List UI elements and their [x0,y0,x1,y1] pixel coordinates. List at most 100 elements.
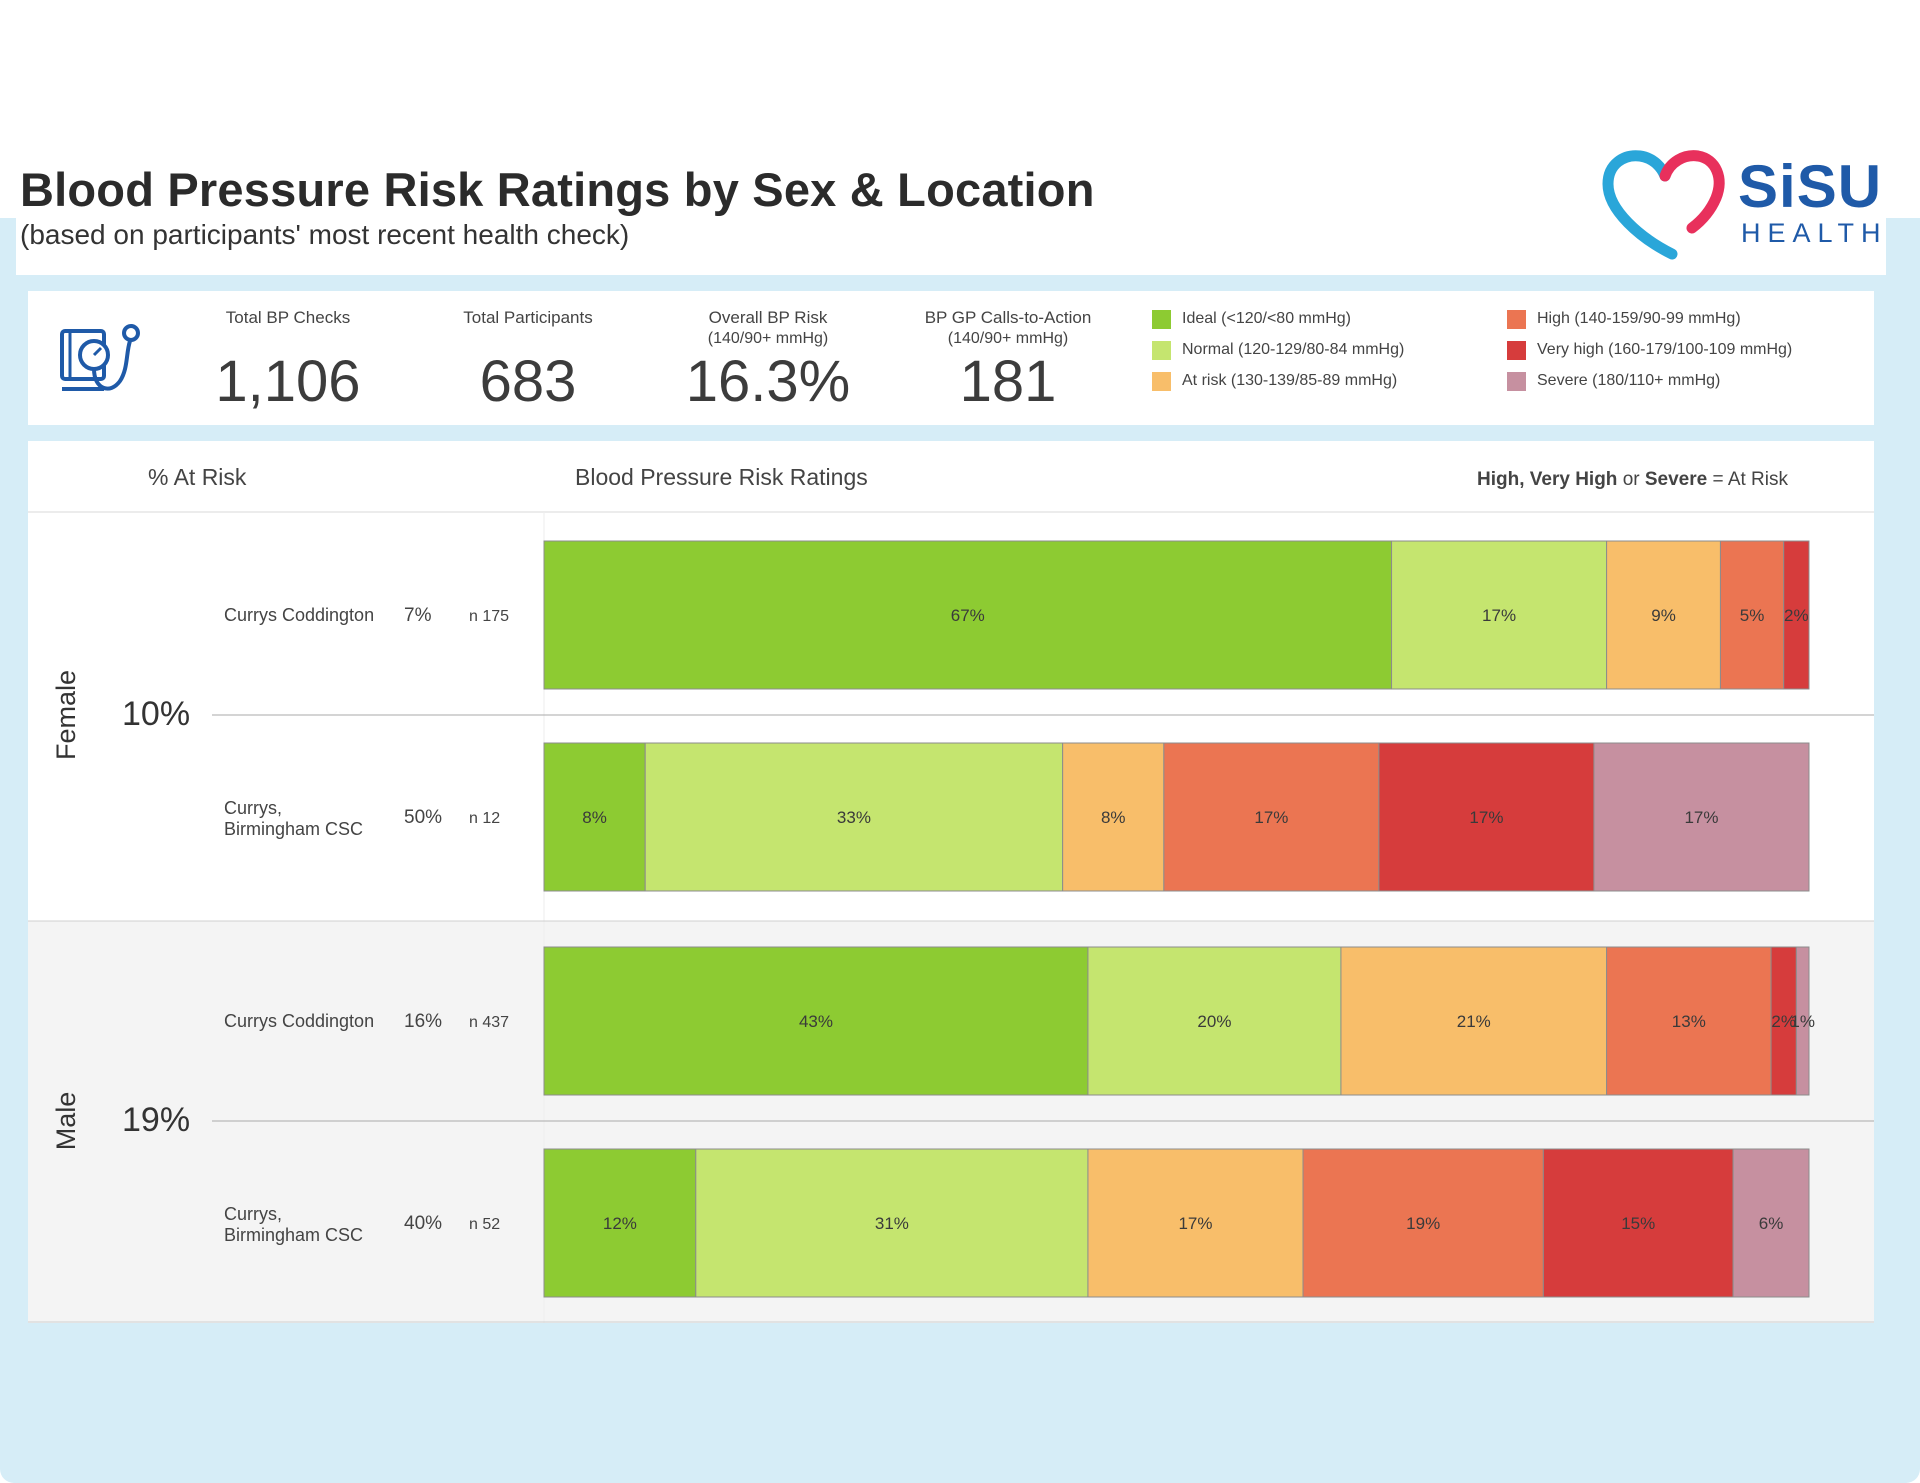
legend-swatch [1507,309,1526,329]
bar-segment-very-high [1783,540,1810,690]
legend-label: Severe (180/110+ mmHg) [1537,372,1721,389]
row-risk-value: 7% [404,605,432,626]
row-n-count: n 12 [469,810,500,827]
legend-item-high: High (140-159/90-99 mmHg) [1507,307,1741,331]
bar-segment-at-risk [1606,540,1721,690]
kpi-label: Overall BP Risk (140/90+ mmHg) [658,307,878,349]
row-risk-value: 16% [404,1011,442,1032]
row-n-count: n 52 [469,1216,500,1233]
chart-card: % At Risk Blood Pressure Risk Ratings Hi… [28,441,1874,1323]
bar-segment-very-high [1378,742,1595,892]
bar-data-label: 17% [1684,808,1718,827]
legend-label: Normal (120-129/80-84 mmHg) [1182,341,1405,358]
bar-segment-normal [644,742,1064,892]
legend-item-very-high: Very high (160-179/100-109 mmHg) [1507,338,1792,362]
legend-label: Ideal (<120/<80 mmHg) [1182,310,1351,327]
note-very-high: Very High [1530,469,1618,490]
bar-segment-normal [1391,540,1608,690]
kpi-value: 683 [479,349,577,414]
row-n-count: n 175 [469,608,509,625]
sex-label: Male [51,1092,81,1151]
kpi-label-text: Total Participants [463,308,593,327]
sex-risk-value: 19% [122,1101,190,1139]
stacked-bar-chart: % At Risk Blood Pressure Risk Ratings Hi… [28,464,1874,1323]
legend-item-severe: Severe (180/110+ mmHg) [1507,369,1720,393]
row-n-count: n 437 [469,1014,509,1031]
sisu-health-logo: SiSU HEALTH [1600,148,1890,260]
logo-sub-text: HEALTH [1741,218,1888,248]
bar-segment-high [1606,946,1772,1096]
bar-data-label: 31% [875,1214,909,1233]
location-label: Birmingham CSC [224,819,363,839]
legend-swatch [1152,371,1171,391]
bar-data-label: 2% [1784,606,1809,625]
bar-data-label: 8% [1101,808,1126,827]
at-risk-note: High, Very High or Severe = At Risk [1477,469,1789,490]
bar-data-label: 17% [1469,808,1503,827]
risk-column-header: % At Risk [148,464,247,490]
bar-segment-at-risk [1087,1148,1304,1298]
bar-data-label: 43% [799,1012,833,1031]
bar-data-label: 17% [1482,606,1516,625]
note-high: High, [1477,469,1530,490]
bar-segment-ideal [543,1148,697,1298]
sex-label: Female [51,670,81,760]
bar-segment-severe [1732,1148,1810,1298]
heart-logo-icon [1602,150,1725,260]
bar-data-label: 5% [1740,606,1765,625]
bar-segment-normal [1087,946,1342,1096]
kpi-label-text: Total BP Checks [225,308,351,327]
legend-label: Very high (160-179/100-109 mmHg) [1537,341,1793,358]
header-card [16,140,1886,275]
row-risk-value: 40% [404,1213,442,1234]
sex-risk-value: 10% [122,695,190,733]
legend-swatch [1507,340,1526,360]
row-risk-value: 50% [404,807,442,828]
bar-segment-very-high [1770,946,1797,1096]
logo-brand-text: SiSU [1738,153,1883,220]
bar-data-label: 1% [1790,1012,1815,1031]
bar-segment-ideal [543,946,1089,1096]
kpi-value: 181 [959,349,1057,414]
bar-segment-ideal [543,742,646,892]
legend-swatch [1152,340,1171,360]
kpi-overall-bp-risk: Overall BP Risk (140/90+ mmHg) 16.3% [658,307,878,411]
bar-segment-ideal [543,540,1393,690]
bar-segment-severe [1593,742,1810,892]
kpi-sublabel: (140/90+ mmHg) [947,330,1069,347]
legend-label: At risk (130-139/85-89 mmHg) [1182,372,1398,389]
bar-segment-at-risk [1340,946,1608,1096]
ratings-column-header: Blood Pressure Risk Ratings [575,464,868,490]
bar-data-label: 2% [1771,1012,1796,1031]
kpi-gp-calls-to-action: BP GP Calls-to-Action (140/90+ mmHg) 181 [898,307,1118,411]
note-severe: Severe [1645,469,1707,490]
kpi-total-participants: Total Participants 683 [418,307,638,411]
legend-label: High (140-159/90-99 mmHg) [1537,310,1741,327]
legend-item-normal: Normal (120-129/80-84 mmHg) [1152,338,1404,362]
bar-data-label: 9% [1651,606,1676,625]
legend-swatch [1152,309,1171,329]
kpi-label: BP GP Calls-to-Action (140/90+ mmHg) [898,307,1118,349]
blood-pressure-monitor-icon [60,324,140,391]
kpi-label: Total Participants [418,307,638,349]
bar-segment-normal [695,1148,1089,1298]
bar-data-label: 15% [1621,1214,1655,1233]
kpi-label: Total BP Checks [178,307,398,349]
bar-data-label: 13% [1672,1012,1706,1031]
location-label: Currys, [224,798,282,818]
legend-swatch [1507,371,1526,391]
bar-data-label: 33% [837,808,871,827]
location-label: Birmingham CSC [224,1225,363,1245]
legend-item-at-risk: At risk (130-139/85-89 mmHg) [1152,369,1397,393]
bar-data-label: 67% [951,606,985,625]
location-label: Currys Coddington [224,1011,374,1031]
bar-data-label: 12% [603,1214,637,1233]
location-label: Currys Coddington [224,605,374,625]
bar-segment-high [1302,1148,1544,1298]
page-subtitle: (based on participants' most recent heal… [20,219,630,250]
bar-data-label: 17% [1178,1214,1212,1233]
bar-data-label: 6% [1759,1214,1784,1233]
kpi-card: Total BP Checks 1,106 Total Participants… [28,291,1874,425]
kpi-sublabel: (140/90+ mmHg) [707,330,829,347]
bar-segment-severe [1795,946,1810,1096]
